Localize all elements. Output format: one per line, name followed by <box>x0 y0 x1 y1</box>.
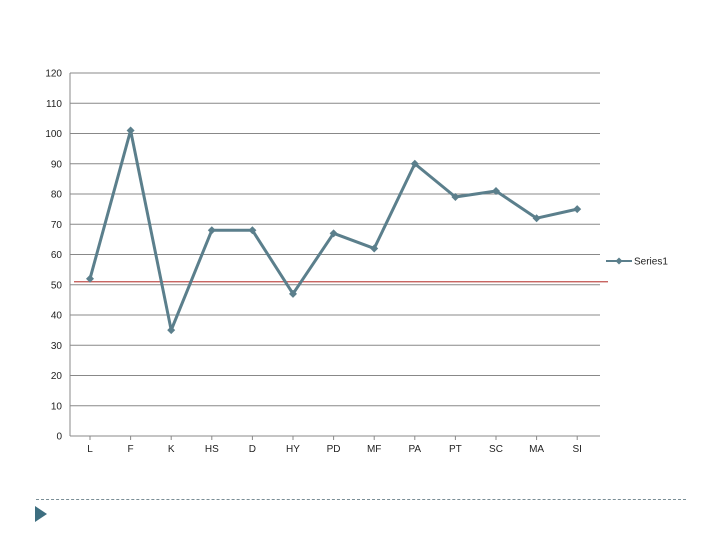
footer-divider <box>36 499 686 500</box>
x-tick-label: SI <box>572 444 581 455</box>
y-tick-label: 100 <box>45 129 62 140</box>
series-layer <box>86 126 582 335</box>
data-point-MA <box>532 214 541 223</box>
x-tick-label: MF <box>367 444 381 455</box>
y-tick-label: 10 <box>51 401 63 412</box>
data-point-K <box>167 326 176 335</box>
play-arrow-icon[interactable] <box>35 506 47 522</box>
grid-lines <box>70 72 600 407</box>
y-tick-label: 90 <box>51 159 63 170</box>
data-point-HY <box>289 289 297 298</box>
data-point-PD <box>329 229 338 238</box>
x-tick-label: D <box>249 444 256 455</box>
x-tick-label: PT <box>449 444 462 455</box>
data-point-HS <box>207 226 216 235</box>
y-tick-label: 20 <box>51 371 63 382</box>
y-tick-label: 120 <box>45 69 62 80</box>
y-tick-label: 70 <box>51 220 63 231</box>
legend-label: Series1 <box>634 257 668 268</box>
x-tick-label: PA <box>408 444 421 455</box>
data-point-PT <box>451 193 460 202</box>
y-tick-label: 110 <box>46 99 62 110</box>
data-point-F <box>126 126 135 135</box>
data-point-PA <box>410 159 419 168</box>
axes <box>69 73 600 440</box>
data-point-SI <box>573 205 582 214</box>
y-tick-label: 60 <box>51 250 63 261</box>
y-tick-label: 30 <box>51 341 63 352</box>
x-axis-tick-labels: L F K HS D HY PD MF PA PT SC MA SI <box>87 444 582 455</box>
y-tick-label: 80 <box>51 190 63 201</box>
data-point-L <box>86 274 94 283</box>
x-tick-label: PD <box>327 444 341 455</box>
data-point-SC <box>492 186 500 195</box>
x-tick-label: L <box>87 444 93 455</box>
legend-marker <box>615 257 623 265</box>
x-tick-label: K <box>168 444 175 455</box>
y-tick-label: 40 <box>51 311 63 322</box>
x-tick-label: F <box>128 444 134 455</box>
data-point-D <box>248 226 257 235</box>
x-tick-label: SC <box>489 444 503 455</box>
x-tick-label: HY <box>286 444 300 455</box>
y-tick-label: 0 <box>56 432 62 443</box>
data-point-MF <box>370 244 379 253</box>
x-tick-label: MA <box>529 444 544 455</box>
legend: Series1 <box>606 257 668 268</box>
y-axis-tick-labels: 0 10 20 30 40 50 60 70 80 90 100 110 120 <box>45 69 62 443</box>
y-tick-label: 50 <box>51 280 63 291</box>
x-tick-label: HS <box>205 444 219 455</box>
